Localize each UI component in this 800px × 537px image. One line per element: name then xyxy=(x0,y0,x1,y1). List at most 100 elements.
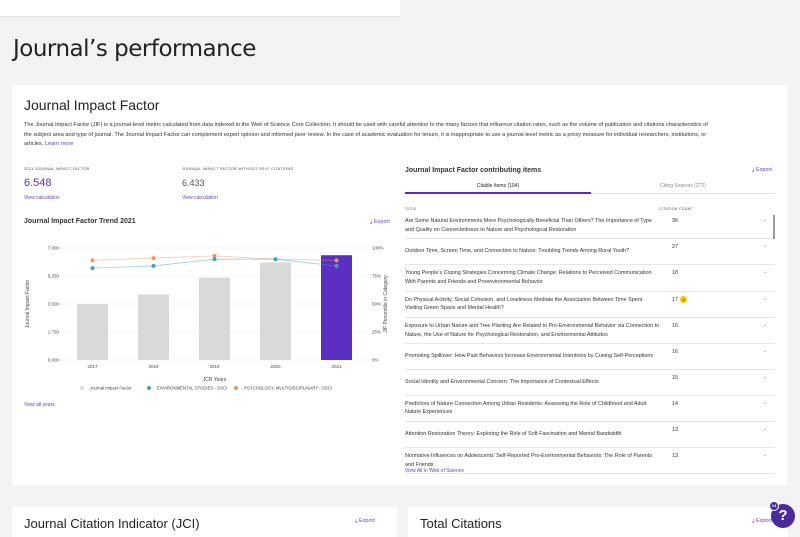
trend-title: Journal Impact Factor Trend 2021 xyxy=(24,218,136,225)
data-point xyxy=(90,266,95,271)
page-title: Journal’s performance xyxy=(13,36,256,62)
tab-citing-sources[interactable]: Citing Sources (272) xyxy=(660,183,706,189)
x-tick-label: 2019 xyxy=(209,364,220,369)
item-title: Outdoor Time, Screen Time, and Connectio… xyxy=(405,248,630,255)
contrib-row[interactable]: Promoting Spillover: How Past Behaviors … xyxy=(405,344,775,371)
metric1-label: 2021 Journal Impact Factor xyxy=(24,167,90,171)
contrib-row[interactable]: Normative Influences on Adolescents’ Sel… xyxy=(405,448,775,475)
export-label: Export xyxy=(358,518,375,524)
total-export-button[interactable]: ⤓ Export xyxy=(752,518,772,525)
data-point xyxy=(212,257,217,262)
citation-count: 36 xyxy=(672,217,678,226)
count-value: 13 xyxy=(672,452,678,459)
altmetric-badge[interactable]: a xyxy=(680,295,687,303)
x-tick-label: 2020 xyxy=(270,364,281,369)
metric1-value: 6.548 xyxy=(24,177,52,189)
help-count-badge: 14 xyxy=(769,501,779,511)
help-button[interactable]: ? 14 xyxy=(769,501,795,528)
chevron-down-icon[interactable]: ⌄ xyxy=(763,321,768,328)
export-label: Export xyxy=(755,518,772,524)
citation-count: 14 xyxy=(672,400,678,409)
count-value: 17 xyxy=(672,296,678,303)
contrib-row[interactable]: Exposure to Urban Nature and Tree Planti… xyxy=(405,318,775,345)
count-value: 15 xyxy=(672,375,678,382)
chevron-down-icon[interactable]: ⌄ xyxy=(763,374,768,381)
citation-count: 16 xyxy=(672,348,678,357)
count-value: 36 xyxy=(672,218,678,224)
data-point xyxy=(151,263,156,268)
citation-count: 16 xyxy=(672,322,678,331)
col-count-header: Citation count xyxy=(659,207,693,211)
bar xyxy=(77,304,108,360)
total-citations-card: Total Citations ⤓ Export xyxy=(408,507,788,537)
y2-tick-label: 0% xyxy=(372,358,379,363)
y-tick-label: 1.750 xyxy=(48,330,60,335)
contrib-row[interactable]: Attention Restoration Theory: Exploring … xyxy=(405,422,775,448)
contrib-row[interactable]: Do Physical Activity, Social Cohesion, a… xyxy=(405,292,775,318)
item-title: Promoting Spillover: How Past Behaviors … xyxy=(405,353,654,360)
download-icon: ⤓ xyxy=(752,167,755,173)
contrib-row[interactable]: Predictors of Nature Connection Among Ur… xyxy=(405,396,775,423)
trend-export-button[interactable]: ⤓ Export xyxy=(370,219,390,226)
view-calculation-link[interactable]: View calculation xyxy=(24,195,60,201)
x-tick-label: 2018 xyxy=(148,364,159,369)
view-calculation-link-2[interactable]: View calculation xyxy=(182,195,218,201)
scrollbar[interactable] xyxy=(773,215,775,239)
chevron-down-icon[interactable]: ⌄ xyxy=(763,295,768,302)
legend-marker xyxy=(234,386,238,390)
citation-count: 27 xyxy=(672,243,678,252)
help-icon: ? xyxy=(778,507,788,524)
count-value: 27 xyxy=(672,244,678,251)
contrib-row[interactable]: Social Identity and Environmental Concer… xyxy=(405,370,775,396)
count-value: 13 xyxy=(672,427,678,434)
chevron-down-icon[interactable]: ⌄ xyxy=(763,451,768,458)
item-title: Normative Influences on Adolescents’ Sel… xyxy=(405,452,652,468)
x-axis-label: JCR Years xyxy=(203,377,227,383)
bar xyxy=(321,255,352,360)
citation-count: 13 xyxy=(672,426,678,435)
chevron-down-icon[interactable]: ⌄ xyxy=(763,426,768,433)
view-all-wos-link[interactable]: View All in Web of Science xyxy=(405,468,465,474)
metric2-value: 6.433 xyxy=(182,178,205,188)
y-tick-label: 5.250 xyxy=(48,274,60,279)
jif-trend-chart: 0.000 0% 1.750 25% 3.500 50% 5.250 75% 7.000 100%… xyxy=(25,246,389,391)
contrib-export-button[interactable]: ⤓ Export xyxy=(752,167,772,174)
legend-label: PSYCHOLOGY, MULTIDISCIPLINARY - SSCI xyxy=(244,386,332,391)
jif-card: Journal Impact Factor The Journal Impact… xyxy=(12,85,787,485)
chevron-down-icon[interactable]: ⌄ xyxy=(763,243,768,250)
data-point xyxy=(212,253,217,258)
chevron-down-icon[interactable]: ⌄ xyxy=(763,269,768,276)
contrib-row[interactable]: Are Some Natural Environments More Psych… xyxy=(405,213,775,240)
x-tick-label: 2017 xyxy=(87,364,98,369)
contrib-title: Journal Impact Factor contributing items xyxy=(405,167,542,174)
y2-tick-label: 100% xyxy=(372,246,384,251)
learn-more-link[interactable]: Learn more xyxy=(44,141,74,147)
contrib-row[interactable]: Young People’s Coping Strategies Concern… xyxy=(405,265,775,292)
data-point xyxy=(90,258,95,263)
y-tick-label: 3.500 xyxy=(48,302,60,307)
x-tick-label: 2021 xyxy=(331,364,342,369)
top-bar xyxy=(0,0,400,17)
data-point xyxy=(273,257,278,262)
chevron-down-icon[interactable]: ⌄ xyxy=(763,348,768,355)
item-title: Exposure to Urban Nature and Tree Planti… xyxy=(405,322,660,338)
chevron-down-icon[interactable]: ⌄ xyxy=(763,399,768,406)
citation-count: 15 xyxy=(672,374,678,383)
citation-count: 17 a xyxy=(672,295,687,305)
description-text: The Journal Impact Factor (JIF) is a jou… xyxy=(24,122,708,147)
item-title: Young People’s Coping Strategies Concern… xyxy=(405,270,652,285)
view-all-years-link[interactable]: View all years xyxy=(24,402,55,408)
data-point xyxy=(151,256,156,261)
legend-marker xyxy=(80,386,84,390)
contrib-tabs: Citable Items (104) Citing Sources (272) xyxy=(405,182,775,194)
jci-card: Journal Citation Indicator (JCI) ⤓ Expor… xyxy=(12,507,397,537)
data-point xyxy=(334,258,339,263)
y-tick-label: 0.000 xyxy=(48,358,60,363)
contrib-row[interactable]: Outdoor Time, Screen Time, and Connectio… xyxy=(405,239,775,266)
chevron-down-icon[interactable]: ⌄ xyxy=(763,217,768,223)
jci-export-button[interactable]: ⤓ Export xyxy=(355,518,375,525)
bar xyxy=(260,262,291,360)
y2-tick-label: 25% xyxy=(372,330,381,335)
count-value: 16 xyxy=(672,322,678,329)
tab-citable-items[interactable]: Citable Items (104) xyxy=(405,182,591,194)
